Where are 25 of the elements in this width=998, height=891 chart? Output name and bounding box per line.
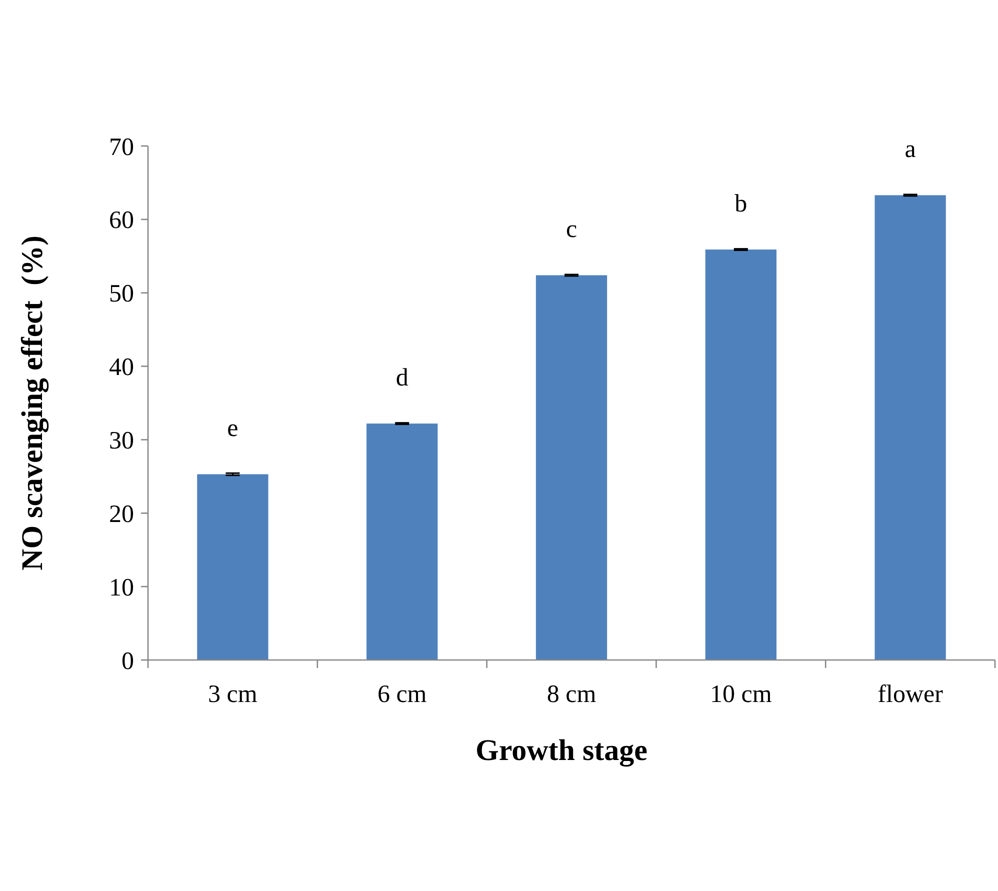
x-tick-label: 8 cm	[546, 681, 597, 708]
bar	[874, 195, 946, 660]
y-tick-label: 50	[109, 280, 134, 308]
annotation: d	[396, 364, 409, 392]
x-tick-label: 10 cm	[710, 681, 772, 708]
bar	[705, 250, 776, 660]
bar	[197, 474, 268, 660]
annotation: e	[227, 415, 238, 442]
y-tick-label: 30	[109, 427, 134, 454]
y-tick-label: 70	[109, 134, 134, 161]
annotation: c	[566, 216, 578, 244]
y-tick-label: 60	[109, 207, 134, 234]
y-tick-label: 10	[109, 574, 134, 602]
x-axis-title: Growth stage	[476, 734, 648, 767]
y-axis-title: NO scavenging effect (%)	[16, 236, 49, 570]
y-tick-label: 20	[109, 500, 134, 528]
annotation: a	[904, 136, 916, 164]
bar	[536, 275, 608, 660]
x-tick-label: flower	[878, 681, 944, 708]
annotation: b	[734, 190, 748, 218]
x-tick-label: 3 cm	[208, 681, 258, 708]
x-tick-label: 6 cm	[377, 681, 428, 708]
y-tick-label: 40	[109, 354, 134, 382]
y-tick-label: 0	[122, 648, 134, 675]
bar	[366, 424, 438, 660]
